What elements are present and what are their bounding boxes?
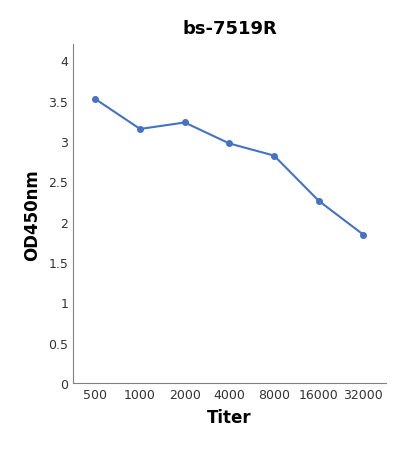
X-axis label: Titer: Titer bbox=[207, 408, 251, 426]
Title: bs-7519R: bs-7519R bbox=[181, 20, 276, 38]
Y-axis label: OD450nm: OD450nm bbox=[23, 169, 41, 260]
